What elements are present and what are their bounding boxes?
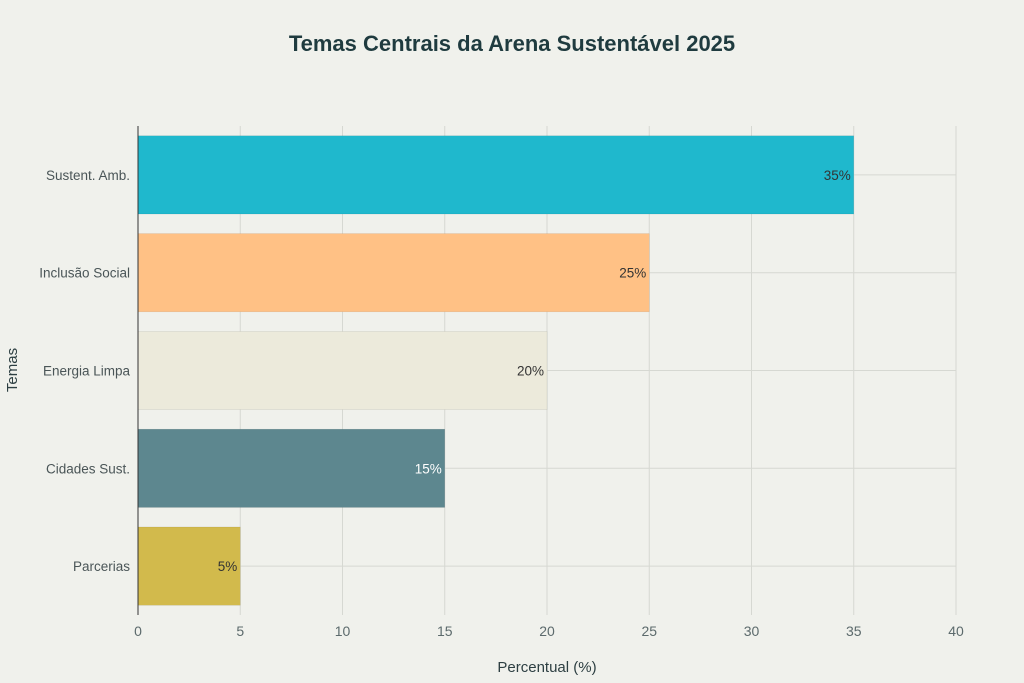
chart-title: Temas Centrais da Arena Sustentável 2025 (289, 31, 735, 56)
x-axis-title: Percentual (%) (497, 659, 596, 676)
bar-2 (137, 233, 650, 313)
category-label: Parcerias (73, 559, 130, 574)
category-label: Cidades Sust. (46, 461, 130, 476)
x-tick-label: 10 (335, 623, 351, 639)
category-label: Energia Limpa (43, 364, 131, 379)
bar-value-label: 25% (619, 266, 646, 281)
bars (137, 135, 854, 606)
x-tick-label: 15 (437, 623, 453, 639)
x-tick-label: 5 (236, 623, 244, 639)
category-label: Sustent. Amb. (46, 168, 130, 183)
x-tick-label: 35 (846, 623, 862, 639)
x-tick-label: 0 (134, 623, 142, 639)
x-tick-label: 25 (641, 623, 657, 639)
y-axis-title: Temas (4, 348, 21, 392)
x-tick-label: 20 (539, 623, 555, 639)
bar-value-label: 5% (218, 559, 238, 574)
bar-3 (137, 331, 548, 410)
category-labels: Sustent. Amb. Inclusão Social Energia Limp… (39, 168, 130, 574)
bar-4 (137, 428, 445, 508)
bar-5 (137, 526, 241, 606)
x-tick-label: 30 (744, 623, 760, 639)
bar-1 (137, 135, 854, 215)
category-label: Inclusão Social (39, 266, 130, 281)
x-tick-labels: 0 5 10 15 20 25 30 35 40 (134, 623, 964, 639)
x-tick-label: 40 (948, 623, 964, 639)
bar-value-label: 35% (824, 168, 851, 183)
data-labels: 35% 25% 20% 15% 5% (218, 168, 851, 574)
bar-value-label: 15% (415, 461, 442, 476)
bar-value-label: 20% (517, 364, 544, 379)
